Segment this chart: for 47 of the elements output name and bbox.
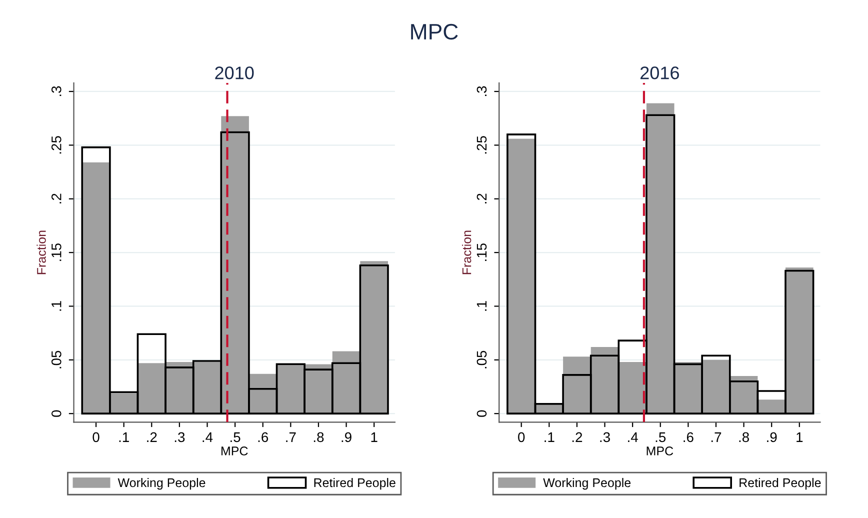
legend-label: Retired People (740, 478, 821, 490)
legend-label: Working People (543, 478, 631, 490)
y-tick-label: .1 (476, 301, 486, 311)
x-axis-title: MPC (646, 446, 674, 456)
x-tick-label: .9 (342, 432, 352, 442)
x-tick-label: .1 (544, 432, 554, 442)
x-tick-label: .4 (628, 432, 638, 442)
x-tick-label: .5 (230, 432, 240, 442)
x-tick-label: 1 (796, 432, 803, 442)
y-axis-title: Fraction (462, 230, 472, 274)
y-tick-label: .25 (476, 136, 487, 154)
y-tick-label: .1 (52, 301, 62, 311)
x-tick-label: .6 (684, 432, 694, 442)
x-tick-label: .5 (656, 432, 666, 442)
x-tick-label: .4 (202, 432, 213, 442)
x-tick-label: .9 (767, 432, 777, 442)
text: MPC (411, 24, 458, 40)
x-tick-label: .2 (147, 432, 157, 442)
y-tick-label: .2 (51, 194, 62, 204)
x-axis-title: MPC (221, 446, 248, 456)
x-tick-label: .8 (739, 432, 749, 442)
x-tick-label: .7 (286, 432, 296, 442)
y-tick-label: .05 (476, 350, 487, 368)
x-tick-label: 1 (371, 432, 378, 442)
x-tick-label: .3 (174, 432, 185, 442)
x-tick-label: .8 (314, 432, 324, 442)
chart-title: 2016 (640, 66, 679, 80)
y-tick-label: .3 (51, 86, 62, 96)
y-tick-label: .3 (476, 86, 487, 96)
x-tick-label: .6 (258, 432, 268, 442)
y-tick-label: .25 (51, 136, 62, 154)
y-tick-label: 0 (476, 410, 487, 417)
x-tick-label: .7 (711, 432, 722, 442)
legend-label: Working People (118, 478, 206, 490)
x-tick-label: .1 (119, 432, 129, 442)
y-tick-label: .15 (52, 243, 62, 261)
x-tick-label: .3 (600, 432, 610, 442)
legend-label: Retired People (314, 478, 396, 490)
y-tick-label: .15 (476, 243, 487, 261)
y-axis-title: Fraction (36, 230, 46, 274)
x-tick-label: .2 (572, 432, 582, 442)
chart-title: 2010 (215, 66, 254, 80)
x-tick-label: 0 (518, 432, 525, 442)
y-tick-label: 0 (51, 410, 62, 417)
y-tick-label: .05 (51, 350, 62, 368)
y-tick-label: .2 (476, 194, 486, 204)
x-tick-label: 0 (92, 432, 100, 442)
